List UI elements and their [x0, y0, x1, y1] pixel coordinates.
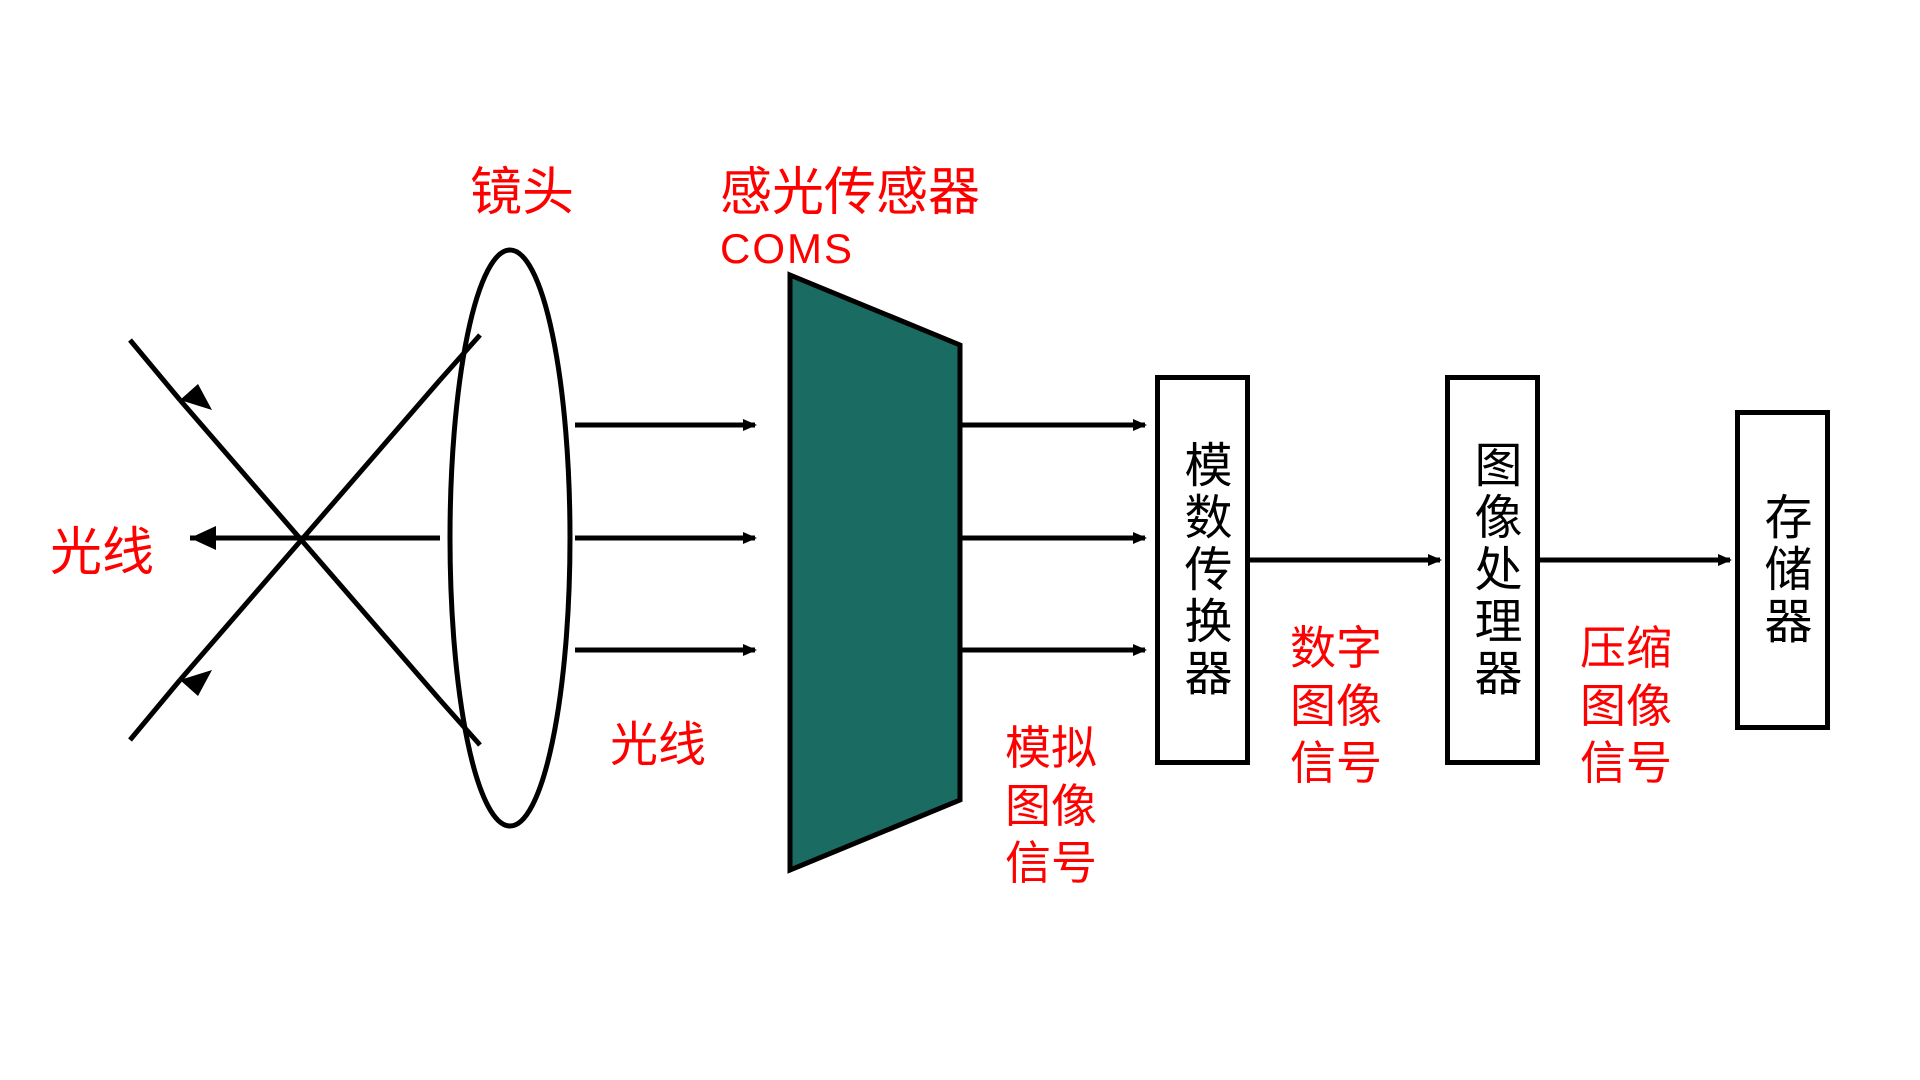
label-lens: 镜头 [470, 150, 574, 225]
label-light-after: 光线 [610, 705, 706, 775]
ray-mid-in-head [190, 526, 216, 550]
box-isp: 图像处理器 [1445, 375, 1540, 765]
digital-l3: 信号 [1290, 735, 1382, 793]
analog-l2: 图像 [1005, 778, 1097, 836]
label-analog-signal: 模拟 图像 信号 [1005, 720, 1097, 893]
ray-cross-a [180, 380, 440, 680]
ray-cross-b [180, 400, 440, 700]
analog-l1: 模拟 [1005, 720, 1097, 778]
digital-l2: 图像 [1290, 678, 1382, 736]
lens-shape [450, 250, 570, 826]
comp-l1: 压缩 [1580, 620, 1672, 678]
digital-l1: 数字 [1290, 620, 1382, 678]
sensor-shape [790, 275, 960, 870]
label-digital-signal: 数字 图像 信号 [1290, 620, 1382, 793]
label-light-left: 光线 [50, 510, 154, 585]
box-store-text: 存储器 [1748, 492, 1818, 648]
box-store: 存储器 [1735, 410, 1830, 730]
analog-l3: 信号 [1005, 835, 1097, 893]
label-sensor-title: 感光传感器 [720, 150, 980, 225]
comp-l2: 图像 [1580, 678, 1672, 736]
box-isp-text: 图像处理器 [1458, 440, 1528, 700]
box-adc: 模数传换器 [1155, 375, 1250, 765]
comp-l3: 信号 [1580, 735, 1672, 793]
diagram-stage: 镜头 感光传感器 COMS 光线 光线 模拟 图像 信号 数字 图像 信号 压缩… [0, 0, 1920, 1080]
label-compressed-signal: 压缩 图像 信号 [1580, 620, 1672, 793]
ray-tail-top [130, 680, 180, 740]
ray-tail-bottom [130, 340, 180, 400]
box-adc-text: 模数传换器 [1168, 440, 1238, 700]
label-sensor-sub: COMS [720, 225, 854, 273]
